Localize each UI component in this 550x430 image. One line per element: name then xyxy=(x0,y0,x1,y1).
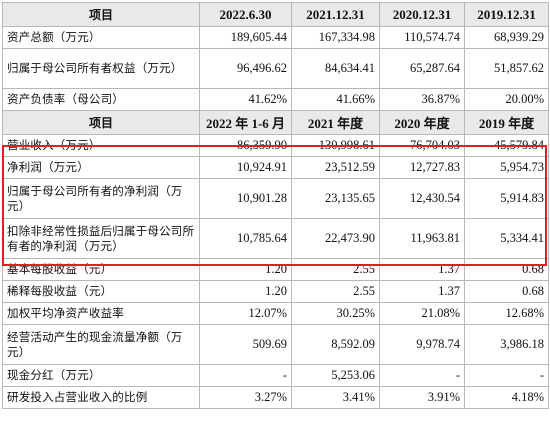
table-cell: 12.07% xyxy=(199,302,292,325)
table-row: 现金分红（万元） -5,253.06- - xyxy=(2,364,549,387)
column-header: 2022.6.30 xyxy=(199,2,292,27)
table-cell: - xyxy=(199,364,292,387)
table-row: 营业收入（万元） 86,359.90 130,998.61 76,704.03 45,5… xyxy=(2,134,549,157)
table-cell: 189,605.44 xyxy=(199,26,292,49)
table-cell: 167,334.98 xyxy=(291,26,380,49)
table-cell: - xyxy=(379,364,465,387)
row-label: 扣除非经常性损益后归属于母公司所有者的净利润（万元） xyxy=(2,218,200,259)
table-cell: 10,924.91 xyxy=(199,156,292,179)
table-cell: 3.41% xyxy=(291,386,380,409)
table-row: 研发投入占营业收入的比例 3.27% 3.41% 3.91% 4.18% xyxy=(2,386,549,409)
column-header: 2020 年度 xyxy=(379,110,465,135)
table-cell: 45,579.84 xyxy=(464,134,549,157)
table-cell: 21.08% xyxy=(379,302,465,325)
table-cell: 23,512.59 xyxy=(291,156,380,179)
table-row: 归属于母公司所有者权益（万元） 96,496.62 84,634.41 65,287.… xyxy=(2,48,549,89)
column-header: 2021.12.31 xyxy=(291,2,380,27)
table-cell: 30.25% xyxy=(291,302,380,325)
table-cell: - xyxy=(464,364,549,387)
table-cell: 5,334.41 xyxy=(464,218,549,259)
table-row: 净利润（万元） 10,924.91 23,512.59 12,727.83 5,954.… xyxy=(2,156,549,179)
table-cell: 1.20 xyxy=(199,258,292,281)
table-cell: 130,998.61 xyxy=(291,134,380,157)
table-cell: 2.55 xyxy=(291,258,380,281)
table-cell: 3.27% xyxy=(199,386,292,409)
table-row: 稀释每股收益（元） 1.20 2.55 1.37 0.68 xyxy=(2,280,549,303)
row-label: 经营活动产生的现金流量净额（万元） xyxy=(2,324,200,365)
table-cell: 10,901.28 xyxy=(199,178,292,219)
table-cell: 110,574.74 xyxy=(379,26,465,49)
table-cell: 86,359.90 xyxy=(199,134,292,157)
column-header: 2020.12.31 xyxy=(379,2,465,27)
table-cell: 23,135.65 xyxy=(291,178,380,219)
row-label: 稀释每股收益（元） xyxy=(2,280,200,303)
column-header: 2019 年度 xyxy=(464,110,549,135)
table-cell: 11,963.81 xyxy=(379,218,465,259)
table-cell: 41.66% xyxy=(291,88,380,111)
table-cell: 12.68% xyxy=(464,302,549,325)
row-label: 基本每股收益（元） xyxy=(2,258,200,281)
table-cell: 84,634.41 xyxy=(291,48,380,89)
table-cell: 3.91% xyxy=(379,386,465,409)
column-header: 项目 xyxy=(2,110,200,135)
table-cell: 68,939.29 xyxy=(464,26,549,49)
table-row: 归属于母公司所有者的净利润（万元） 10,901.28 23,135.65 12,43… xyxy=(2,178,549,219)
row-label: 加权平均净资产收益率 xyxy=(2,302,200,325)
column-header: 2022 年 1-6 月 xyxy=(199,110,292,135)
table-row: 经营活动产生的现金流量净额（万元） 509.69 8,592.09 9,978.74 3… xyxy=(2,324,549,365)
table-cell: 51,857.62 xyxy=(464,48,549,89)
table-cell: 41.62% xyxy=(199,88,292,111)
table-cell: 36.87% xyxy=(379,88,465,111)
table-cell: 65,287.64 xyxy=(379,48,465,89)
table-cell: 96,496.62 xyxy=(199,48,292,89)
row-label: 归属于母公司所有者权益（万元） xyxy=(2,48,200,89)
table-row: 扣除非经常性损益后归属于母公司所有者的净利润（万元） 10,785.64 22,47… xyxy=(2,218,549,259)
table-cell: 1.37 xyxy=(379,258,465,281)
table-row: 资产负债率（母公司） 41.62% 41.66% 36.87% 20.00% xyxy=(2,88,549,111)
table-cell: 509.69 xyxy=(199,324,292,365)
row-label: 净利润（万元） xyxy=(2,156,200,179)
table-cell: 5,954.73 xyxy=(464,156,549,179)
table-cell: 12,430.54 xyxy=(379,178,465,219)
table-cell: 1.20 xyxy=(199,280,292,303)
table-cell: 1.37 xyxy=(379,280,465,303)
financial-table: 项目 2022.6.30 2021.12.31 2020.12.31 2019.12.3… xyxy=(2,2,549,409)
table-row: 资产总额（万元） 189,605.44 167,334.98 110,574.74 68… xyxy=(2,26,549,49)
row-label: 资产总额（万元） xyxy=(2,26,200,49)
column-header: 2021 年度 xyxy=(291,110,380,135)
table-cell: 76,704.03 xyxy=(379,134,465,157)
table1-header-row: 项目 2022.6.30 2021.12.31 2020.12.31 2019.12.3… xyxy=(2,2,549,27)
table-cell: 20.00% xyxy=(464,88,549,111)
table-row: 加权平均净资产收益率 12.07% 30.25% 21.08% 12.68% xyxy=(2,302,549,325)
table-row: 基本每股收益（元） 1.20 2.55 1.37 0.68 xyxy=(2,258,549,281)
row-label: 归属于母公司所有者的净利润（万元） xyxy=(2,178,200,219)
table-cell: 0.68 xyxy=(464,280,549,303)
table-cell: 3,986.18 xyxy=(464,324,549,365)
row-label: 研发投入占营业收入的比例 xyxy=(2,386,200,409)
table-cell: 12,727.83 xyxy=(379,156,465,179)
table-cell: 10,785.64 xyxy=(199,218,292,259)
column-header: 2019.12.31 xyxy=(464,2,549,27)
table-cell: 9,978.74 xyxy=(379,324,465,365)
table-cell: 8,592.09 xyxy=(291,324,380,365)
table-cell: 2.55 xyxy=(291,280,380,303)
row-label: 现金分红（万元） xyxy=(2,364,200,387)
table-cell: 5,253.06 xyxy=(291,364,380,387)
row-label: 营业收入（万元） xyxy=(2,134,200,157)
table-cell: 5,914.83 xyxy=(464,178,549,219)
table2-header-row: 项目 2022 年 1-6 月 2021 年度 2020 年度 2019 年度 xyxy=(2,110,549,135)
table-cell: 22,473.90 xyxy=(291,218,380,259)
row-label: 资产负债率（母公司） xyxy=(2,88,200,111)
table-cell: 4.18% xyxy=(464,386,549,409)
column-header: 项目 xyxy=(2,2,200,27)
table-cell: 0.68 xyxy=(464,258,549,281)
